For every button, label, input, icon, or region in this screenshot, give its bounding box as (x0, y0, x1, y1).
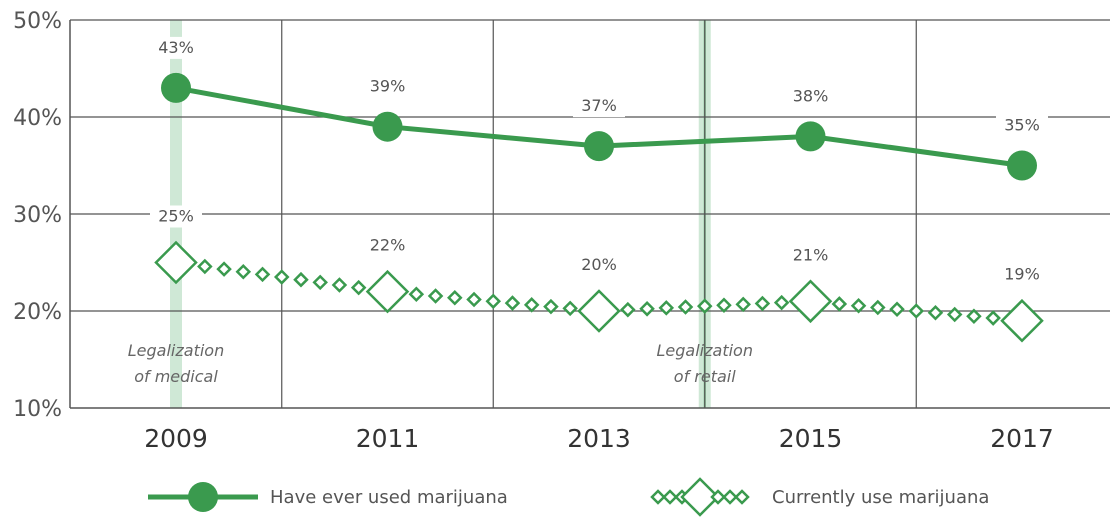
x-tick-label: 2013 (567, 424, 631, 453)
series-currently-use (154, 240, 1044, 343)
series-line-marker (870, 299, 886, 316)
legend: Have ever used marijuana Currently use ma… (148, 477, 989, 517)
series-point (161, 72, 191, 103)
data-label-background (150, 205, 202, 228)
series-point (1007, 150, 1037, 181)
series-line-marker (639, 301, 655, 317)
series-line-marker (658, 300, 675, 316)
y-tick-label: 40% (13, 106, 62, 131)
series-line-marker (620, 301, 636, 318)
series-line-marker (235, 263, 252, 280)
legend-marker-small (662, 489, 678, 505)
data-label: 19% (1004, 265, 1040, 284)
data-label: 37% (581, 96, 617, 115)
y-tick-label: 10% (13, 397, 62, 422)
series-line-marker (773, 294, 790, 311)
series-line-marker (197, 258, 213, 275)
legend-marker-currently-use (680, 477, 720, 517)
series-line-marker (447, 290, 463, 306)
series-line-marker (908, 303, 925, 319)
series-line-marker (966, 308, 982, 325)
series-point (365, 269, 410, 314)
series-line-marker (408, 286, 425, 303)
series-line-marker (293, 271, 309, 288)
legend-marker-small (722, 489, 738, 505)
series-have-ever-used (161, 72, 1037, 181)
annotation: Legalization of medical (128, 341, 224, 386)
data-label: 22% (370, 236, 406, 255)
series-line-marker (696, 298, 713, 314)
x-tick-label: 2009 (144, 424, 208, 453)
annotation-text: of medical (134, 367, 218, 386)
series-line-marker (216, 261, 232, 277)
y-tick-label: 50% (13, 9, 62, 34)
series-point (154, 240, 198, 285)
legend-label-have-ever-used: Have ever used marijuana (270, 487, 508, 508)
series-point (795, 121, 826, 152)
series-line-marker (716, 297, 732, 314)
series-point (584, 131, 614, 162)
data-label: 35% (1004, 116, 1040, 135)
legend-marker-small (650, 489, 666, 505)
y-tick-label: 30% (13, 203, 62, 228)
data-label: 21% (793, 245, 829, 264)
series-line-marker (946, 306, 963, 323)
legend-marker-have-ever-used (188, 482, 218, 512)
data-label-background (573, 95, 625, 118)
y-tick-label: 20% (13, 300, 62, 325)
annotation-text: of retail (674, 367, 736, 386)
legend-label-currently-use: Currently use marijuana (772, 487, 989, 508)
series-line-marker (523, 297, 540, 313)
series-line-marker (562, 300, 578, 317)
series-line-marker (735, 296, 751, 313)
data-label: 20% (581, 255, 617, 274)
data-label: 39% (370, 77, 406, 96)
data-label: 25% (158, 207, 194, 226)
series-line-marker (985, 310, 1001, 326)
x-tick-label: 2011 (356, 424, 420, 453)
annotation-text: Legalization (128, 341, 224, 360)
data-label-background (361, 75, 414, 98)
series-line-marker (504, 295, 521, 311)
series-line-marker (273, 269, 290, 285)
data-label-background (573, 254, 625, 276)
series-line-marker (466, 291, 482, 308)
series-point (372, 111, 403, 142)
series-line-marker (927, 304, 944, 321)
series-line-marker (543, 298, 559, 315)
annotation: Legalization of retail (657, 341, 753, 386)
annotation-text: Legalization (657, 341, 753, 360)
series-line-marker (331, 277, 348, 293)
data-label-background (784, 85, 837, 108)
series-point (577, 289, 621, 333)
series-point (1000, 298, 1044, 343)
series-line-marker (427, 288, 444, 304)
series-line-marker (485, 293, 502, 310)
series-line-marker (312, 274, 328, 291)
series-line-marker (850, 297, 867, 314)
data-label-background (996, 263, 1048, 286)
data-label-background (996, 114, 1048, 137)
data-label-background (784, 244, 837, 267)
data-label-background (150, 36, 202, 59)
series-line-marker (831, 296, 848, 312)
series-line-marker (677, 299, 694, 315)
x-tick-label: 2015 (779, 424, 843, 453)
data-label: 38% (793, 86, 829, 105)
x-tick-label: 2017 (990, 424, 1054, 453)
series-line-marker (754, 295, 771, 312)
series-point (788, 279, 833, 324)
grid (69, 19, 1110, 409)
series-line-marker (889, 301, 905, 318)
series-line-marker (254, 266, 271, 283)
data-label: 43% (158, 38, 194, 57)
legend-marker-small (710, 489, 726, 505)
legend-marker-small (734, 489, 750, 505)
data-label-background (361, 234, 414, 257)
series-line-marker (350, 279, 367, 296)
